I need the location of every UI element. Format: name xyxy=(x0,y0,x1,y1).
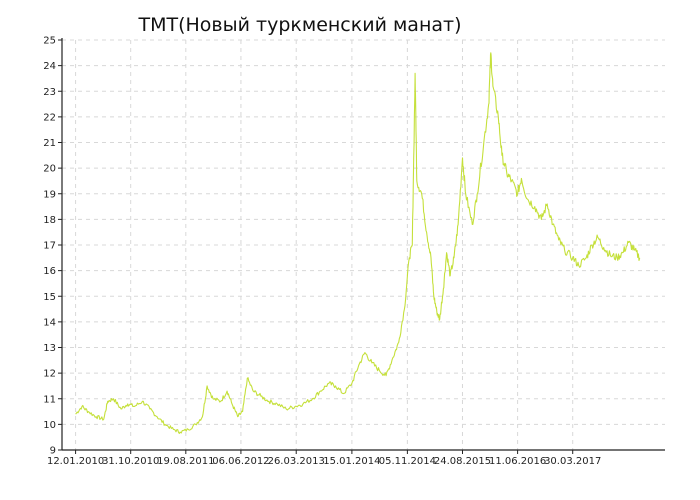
x-tick-label: 05.11.2014 xyxy=(379,456,436,467)
y-tick-label: 17 xyxy=(43,241,56,252)
x-tick-label: 11.06.2016 xyxy=(489,456,546,467)
y-tick-label: 15 xyxy=(43,292,56,303)
x-tick-label: 15.01.2014 xyxy=(323,456,380,467)
y-tick-label: 24 xyxy=(43,61,56,72)
x-tick-label: 31.10.2010 xyxy=(102,456,159,467)
axes xyxy=(58,38,665,454)
tick-labels: 9 10 11 12 13 14 15 16 17 18 19 20 21 22 23 24 25 12.01.2… xyxy=(43,36,601,468)
y-tick-label: 11 xyxy=(43,394,56,405)
y-tick-label: 13 xyxy=(43,343,56,354)
gridlines xyxy=(62,39,665,450)
y-tick-label: 16 xyxy=(43,266,56,277)
y-tick-label: 9 xyxy=(50,446,56,457)
series-layer xyxy=(75,52,641,434)
y-tick-label: 14 xyxy=(43,317,56,328)
y-tick-label: 21 xyxy=(43,138,56,149)
y-tick-label: 12 xyxy=(43,369,56,380)
y-tick-label: 25 xyxy=(43,36,56,47)
y-tick-label: 22 xyxy=(43,112,56,123)
chart-title: TMT(Новый туркменский манат) xyxy=(138,14,462,36)
x-tick-label: 24.08.2015 xyxy=(434,456,491,467)
y-tick-label: 18 xyxy=(43,215,56,226)
x-tick-label: 30.03.2017 xyxy=(544,456,601,467)
y-tick-label: 20 xyxy=(43,164,56,175)
y-tick-label: 19 xyxy=(43,189,56,200)
y-tick-label: 10 xyxy=(43,420,56,431)
x-tick-label: 06.06.2012 xyxy=(212,456,269,467)
y-tick-label: 23 xyxy=(43,87,56,98)
x-tick-label: 12.01.2010 xyxy=(47,456,104,467)
series-line xyxy=(75,52,641,434)
x-tick-label: 26.03.2013 xyxy=(268,456,325,467)
x-tick-label: 19.08.2011 xyxy=(157,456,214,467)
